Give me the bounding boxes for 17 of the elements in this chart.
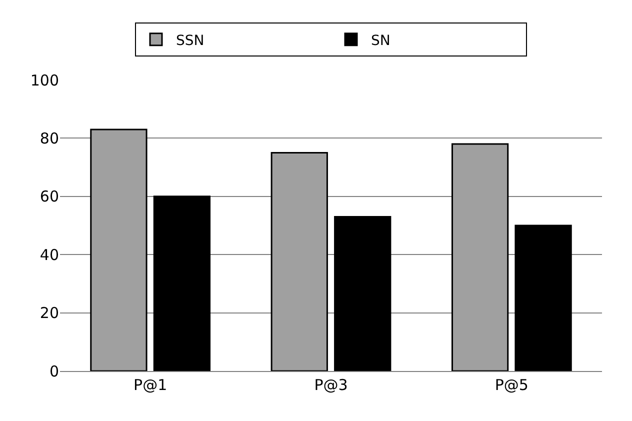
x-tick-label: P@1 (134, 376, 168, 394)
legend-label: SSN (176, 32, 204, 49)
x-tick-label: P@5 (494, 376, 528, 394)
x-tick-label: P@3 (314, 376, 348, 394)
bar (514, 224, 572, 371)
y-tick-label: 20 (40, 304, 59, 322)
bar (334, 216, 392, 371)
y-tick-label: 0 (49, 362, 59, 380)
y-tick-label: 80 (40, 129, 59, 148)
y-tick-label: 40 (40, 246, 59, 264)
bar (270, 152, 328, 371)
legend-label: SN (371, 32, 390, 49)
y-tick-label: 100 (30, 71, 59, 90)
bar (153, 196, 211, 371)
bar (90, 128, 148, 371)
y-tick-label: 60 (40, 188, 59, 206)
bar (451, 143, 509, 371)
